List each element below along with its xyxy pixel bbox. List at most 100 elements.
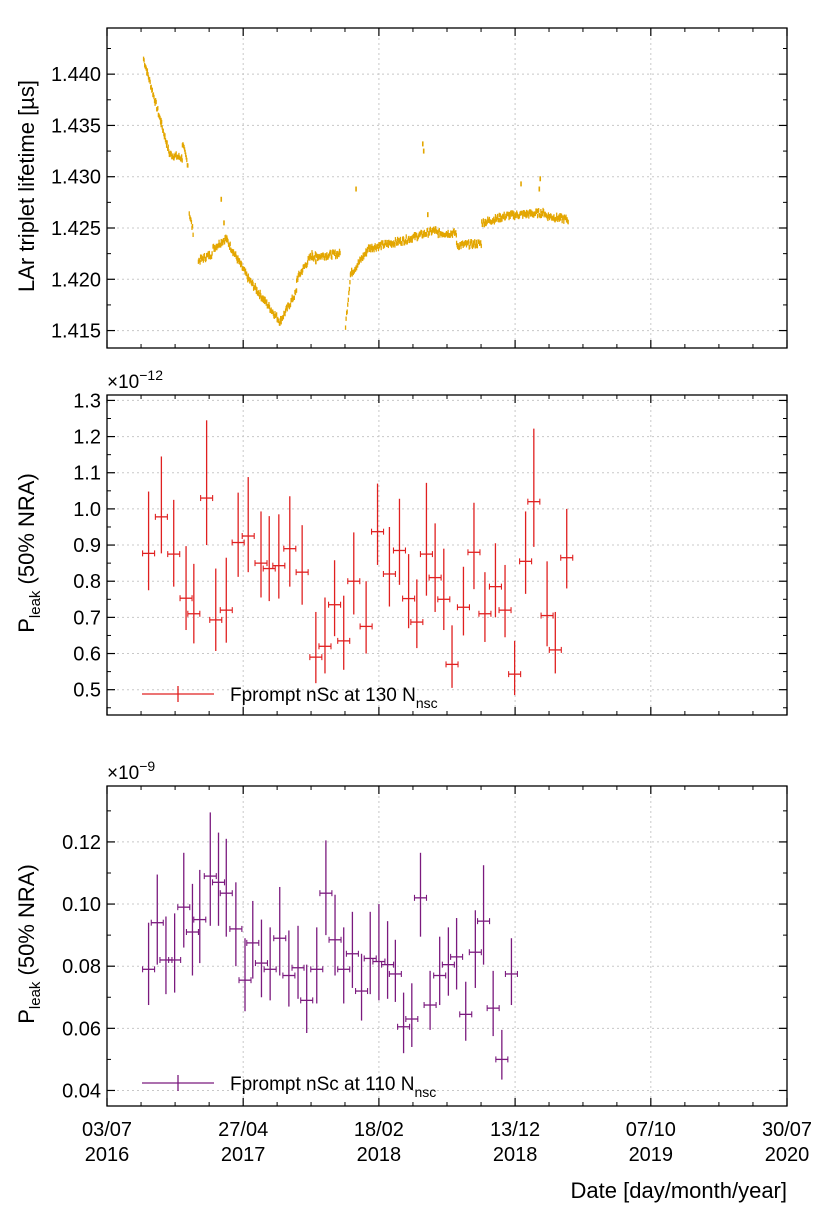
x-tick-year: 2018 — [357, 1144, 402, 1166]
pleak110-point — [177, 852, 191, 948]
pleak130-point — [437, 548, 451, 631]
pleak110-point — [263, 927, 277, 1001]
pleak130-ytick-label: 1.3 — [73, 390, 101, 412]
lifetime-segment — [545, 212, 569, 225]
pleak110-point — [211, 832, 226, 926]
x-tick-year: 2017 — [221, 1144, 266, 1166]
pleak110-point — [468, 910, 482, 988]
pleak130-legend-text: Fprompt nSc at 130 Nnsc — [230, 685, 438, 711]
lifetime-segment — [181, 142, 189, 168]
pleak110-point — [423, 970, 437, 1030]
pleak130-ticks — [106, 395, 788, 715]
pleak130-point — [262, 516, 276, 602]
pleak110-ytick-label: 0.12 — [62, 832, 101, 854]
pleak130-point — [231, 492, 245, 577]
pleak110-point — [193, 869, 207, 964]
lifetime-data — [142, 56, 569, 330]
pleak110-point — [433, 936, 447, 1006]
pleak110-ytick-label: 0.06 — [62, 1018, 101, 1040]
pleak130-ytick-label: 0.6 — [73, 644, 101, 666]
pleak130-point — [410, 579, 424, 649]
pleak130-point — [254, 511, 268, 598]
lifetime-segment — [248, 276, 282, 326]
pleak130-point — [337, 595, 351, 670]
pleak130-grid — [107, 395, 787, 715]
pleak130-point — [309, 611, 323, 684]
lifetime-ytick-label: 1.425 — [51, 218, 101, 240]
pleak130-ytick-label: 1.2 — [73, 427, 101, 449]
pleak110-legend-text: Fprompt nSc at 110 Nnsc — [230, 1074, 436, 1100]
pleak130-ylabel: Pleak (50% NRA) — [14, 473, 44, 633]
pleak130-point — [295, 525, 309, 605]
pleak110-point — [150, 874, 164, 965]
lifetime-ytick-label: 1.430 — [51, 167, 101, 189]
lifetime-segment — [455, 239, 482, 251]
pleak110-yticklabels: 0.04 0.06 0.08 0.10 0.12 — [62, 832, 101, 1103]
x-tick-year: 2019 — [629, 1144, 674, 1166]
pleak130-point — [167, 499, 181, 587]
pleak110-point — [185, 883, 200, 976]
pleak110-ytick-label: 0.04 — [62, 1080, 101, 1102]
pleak130-point — [200, 420, 214, 546]
lifetime-segment — [311, 248, 341, 262]
lifetime-segment — [366, 236, 405, 253]
pleak110-point — [441, 927, 455, 996]
pleak110-point — [238, 938, 252, 1012]
pleak110-point — [381, 921, 395, 999]
pleak130-point — [241, 477, 255, 573]
pleak110-point — [337, 927, 351, 1004]
pleak130-point — [347, 532, 361, 615]
pleak130-point — [392, 498, 407, 585]
lifetime-ytick-label: 1.440 — [51, 64, 101, 86]
x-tick-year: 2016 — [85, 1144, 130, 1166]
lifetime-segment — [212, 235, 227, 253]
pleak110-point — [328, 894, 342, 976]
pleak130-yticklabels: 0.5 0.6 0.7 0.8 0.9 1.0 1.1 1.2 1.3 — [73, 390, 101, 701]
pleak130-legend: Fprompt nSc at 130 Nnsc — [142, 685, 438, 711]
pleak130-point — [209, 568, 223, 651]
x-tick-date: 13/12 — [490, 1119, 540, 1141]
lifetime-ytick-label: 1.420 — [51, 269, 101, 291]
lifetime-segment — [349, 248, 368, 277]
lifetime-segment — [188, 211, 194, 237]
pleak110-point — [388, 939, 402, 1002]
pleak130-frame — [106, 394, 788, 716]
x-axis-title: Date [day/month/year] — [571, 1178, 787, 1203]
pleak130-point — [382, 526, 396, 607]
pleak110-data — [142, 812, 518, 1080]
pleak130-point — [283, 496, 297, 587]
pleak130-point — [154, 456, 168, 554]
pleak130-point — [179, 546, 193, 631]
pleak110-point — [273, 886, 287, 976]
pleak110-point — [372, 904, 386, 1001]
pleak130-ytick-label: 0.7 — [73, 607, 101, 629]
x-tick-date: 30/07 — [762, 1119, 812, 1141]
lifetime-ticks — [106, 28, 788, 348]
panel-pleak130: 0.5 0.6 0.7 0.8 0.9 1.0 1.1 1.2 1.3 ×10−12 Pleak… — [14, 367, 788, 716]
pleak110-point — [397, 992, 411, 1054]
x-tick-year: 2020 — [765, 1144, 810, 1166]
pleak110-point — [246, 900, 260, 979]
lifetime-segment — [481, 211, 508, 228]
lifetime-segment — [225, 234, 249, 283]
pleak130-ytick-label: 1.1 — [73, 463, 101, 485]
x-tick-date: 03/07 — [82, 1119, 132, 1141]
pleak110-point — [504, 938, 518, 1006]
lifetime-segment — [506, 207, 546, 221]
pleak130-point — [498, 564, 512, 638]
pleak130-point — [142, 491, 156, 591]
lifetime-ytick-label: 1.415 — [51, 321, 101, 343]
lifetime-segment — [344, 272, 352, 330]
pleak110-point — [291, 925, 305, 999]
lifetime-segment — [197, 250, 213, 265]
pleak110-point — [300, 964, 314, 1033]
pleak110-ytick-label: 0.08 — [62, 956, 101, 978]
lifetime-segment — [168, 150, 183, 163]
pleak110-point — [495, 1029, 509, 1080]
pleak110-point — [345, 911, 359, 988]
pleak130-point — [560, 508, 574, 589]
lifetime-segment — [403, 226, 437, 246]
pleak130-point — [402, 554, 416, 629]
pleak130-ytick-label: 1.0 — [73, 499, 101, 521]
pleak110-ylabel: Pleak (50% NRA) — [14, 864, 44, 1024]
